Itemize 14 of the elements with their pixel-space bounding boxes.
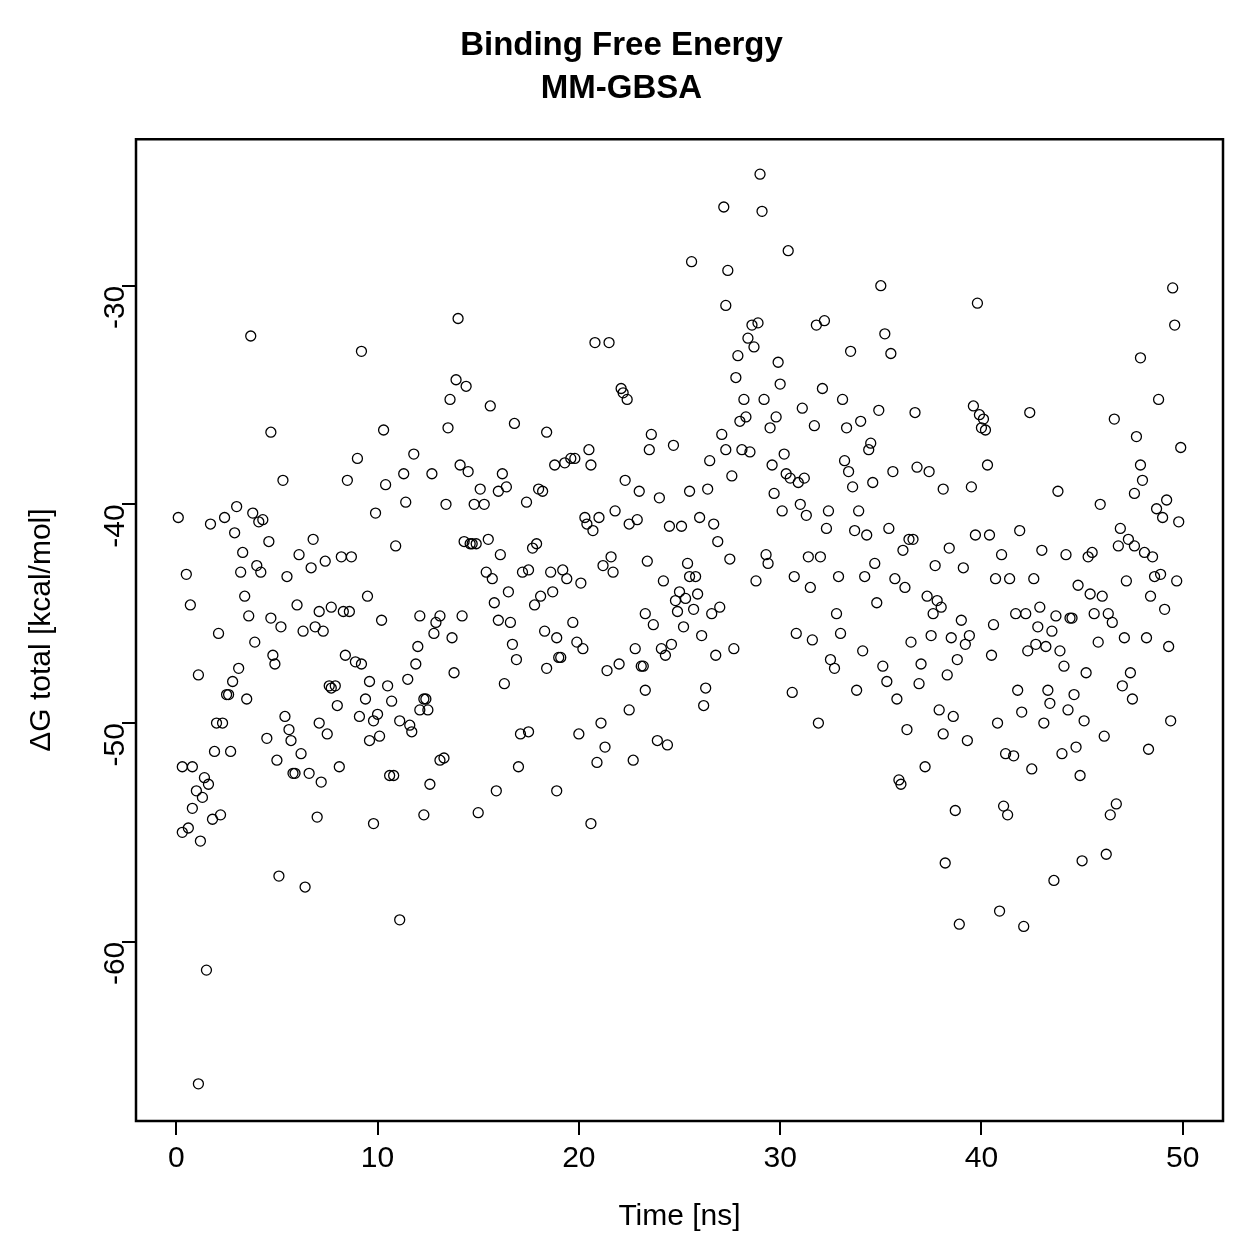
y-tick-label: -60	[97, 941, 131, 986]
y-tick-label: -50	[97, 723, 131, 767]
x-axis-title: Time [ns]	[618, 1198, 741, 1232]
y-tick-label: -30	[97, 285, 131, 330]
x-tick-label: 50	[1166, 1140, 1200, 1174]
x-tick-label: 10	[360, 1140, 395, 1174]
chart-subtitle: MM-GBSA	[540, 68, 703, 106]
y-tick-label: -40	[97, 504, 131, 548]
x-tick-label: 20	[562, 1140, 596, 1174]
x-tick-label: 30	[763, 1140, 797, 1174]
chart-title: Binding Free Energy	[460, 24, 784, 62]
x-tick-label: 40	[964, 1140, 999, 1174]
y-axis-title: ΔG total [kcal/mol]	[23, 508, 57, 752]
x-tick-label: 0	[167, 1140, 185, 1174]
